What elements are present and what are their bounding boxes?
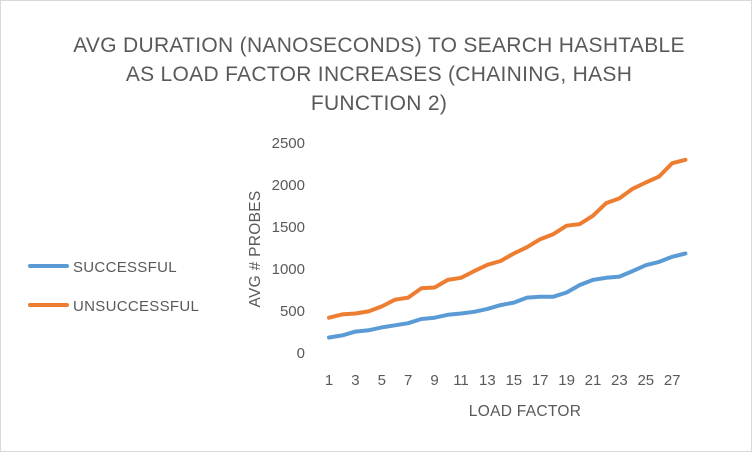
y-tick-label: 1000 [272, 261, 305, 278]
y-tick-label: 2000 [272, 177, 305, 194]
x-axis-ticks: 1 3 5 7 9 11 13 15 17 19 21 23 25 27 [325, 372, 681, 389]
x-tick-label: 21 [585, 372, 602, 389]
legend: SUCCESSFUL UNSUCCESSFUL [28, 259, 199, 315]
title-line-2: AS LOAD FACTOR INCREASES (CHAINING, HASH [126, 63, 632, 86]
x-axis-label: LOAD FACTOR [469, 403, 581, 420]
x-tick-label: 23 [611, 372, 628, 389]
x-tick-label: 17 [532, 372, 549, 389]
x-tick-label: 13 [479, 372, 496, 389]
title-line-3: FUNCTION 2) [311, 92, 447, 115]
series-line-successful [327, 251, 688, 340]
title-line-1: AVG DURATION (NANOSECONDS) TO SEARCH HAS… [73, 34, 685, 57]
legend-label-successful: SUCCESSFUL [73, 259, 177, 276]
x-tick-label: 27 [664, 372, 681, 389]
plot-area [327, 157, 688, 340]
x-tick-label: 15 [505, 372, 522, 389]
chart-title: AVG DURATION (NANOSECONDS) TO SEARCH HAS… [73, 34, 685, 115]
y-axis-ticks: 0 500 1000 1500 2000 2500 [272, 135, 305, 362]
legend-label-unsuccessful: UNSUCCESSFUL [73, 298, 199, 315]
y-axis-label: AVG # PROBES [247, 190, 264, 307]
y-tick-label: 0 [297, 345, 305, 362]
x-tick-label: 5 [378, 372, 386, 389]
x-tick-label: 3 [351, 372, 359, 389]
x-tick-label: 1 [325, 372, 333, 389]
x-tick-label: 9 [430, 372, 438, 389]
series-line-unsuccessful [327, 157, 688, 320]
y-tick-label: 1500 [272, 219, 305, 236]
y-tick-label: 500 [280, 303, 305, 320]
x-tick-label: 19 [558, 372, 575, 389]
y-tick-label: 2500 [272, 135, 305, 152]
x-tick-label: 7 [404, 372, 412, 389]
x-tick-label: 11 [453, 372, 469, 389]
x-tick-label: 25 [637, 372, 654, 389]
